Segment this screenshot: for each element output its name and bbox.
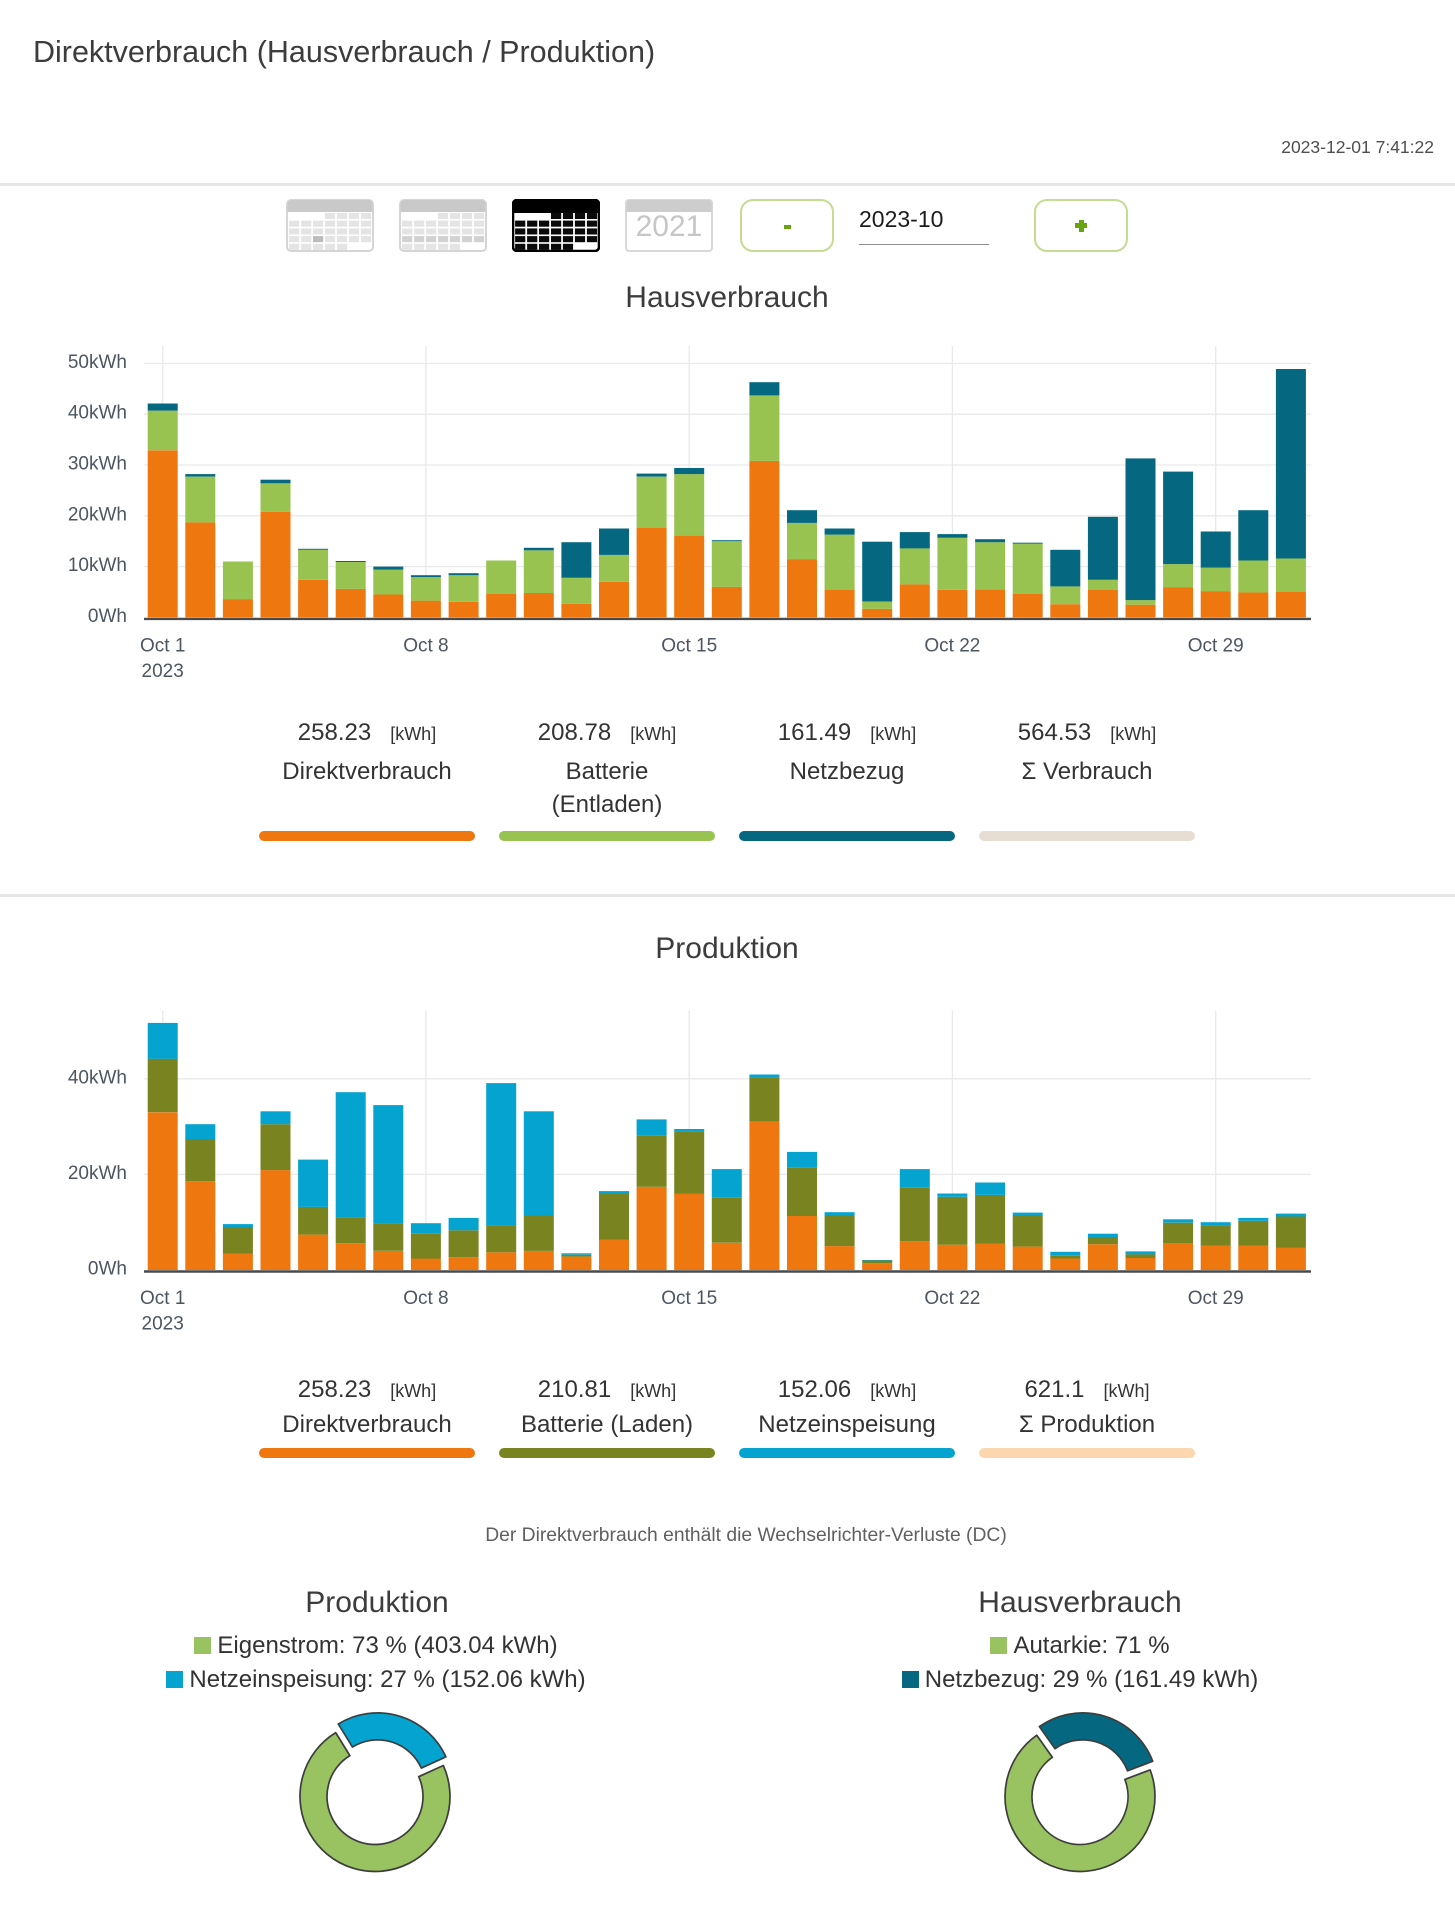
svg-text:20kWh: 20kWh [68,504,127,525]
svg-text:10kWh: 10kWh [68,555,127,576]
svg-text:50kWh: 50kWh [68,352,127,373]
svg-text:Oct 8: Oct 8 [403,1288,448,1309]
svg-text:2023: 2023 [142,661,184,682]
svg-text:Oct 22: Oct 22 [924,1288,980,1309]
svg-text:0Wh: 0Wh [88,1259,127,1280]
svg-text:2023: 2023 [142,1314,184,1335]
svg-text:40kWh: 40kWh [68,1067,127,1088]
svg-text:Oct 29: Oct 29 [1188,1288,1244,1309]
svg-text:Oct 29: Oct 29 [1188,635,1244,656]
svg-text:Oct 15: Oct 15 [661,1288,717,1309]
svg-text:Oct 1: Oct 1 [140,635,185,656]
svg-text:40kWh: 40kWh [68,403,127,424]
svg-text:Produktion: Produktion [655,932,798,965]
svg-text:2021: 2021 [636,210,703,243]
svg-text:Oct 1: Oct 1 [140,1288,185,1309]
svg-text:Hausverbrauch: Hausverbrauch [625,281,828,314]
svg-text:Oct 15: Oct 15 [661,635,717,656]
svg-text:0Wh: 0Wh [88,606,127,627]
svg-text:20kWh: 20kWh [68,1163,127,1184]
svg-text:30kWh: 30kWh [68,454,127,475]
svg-text:Oct 22: Oct 22 [924,635,980,656]
svg-text:Oct 8: Oct 8 [403,635,448,656]
